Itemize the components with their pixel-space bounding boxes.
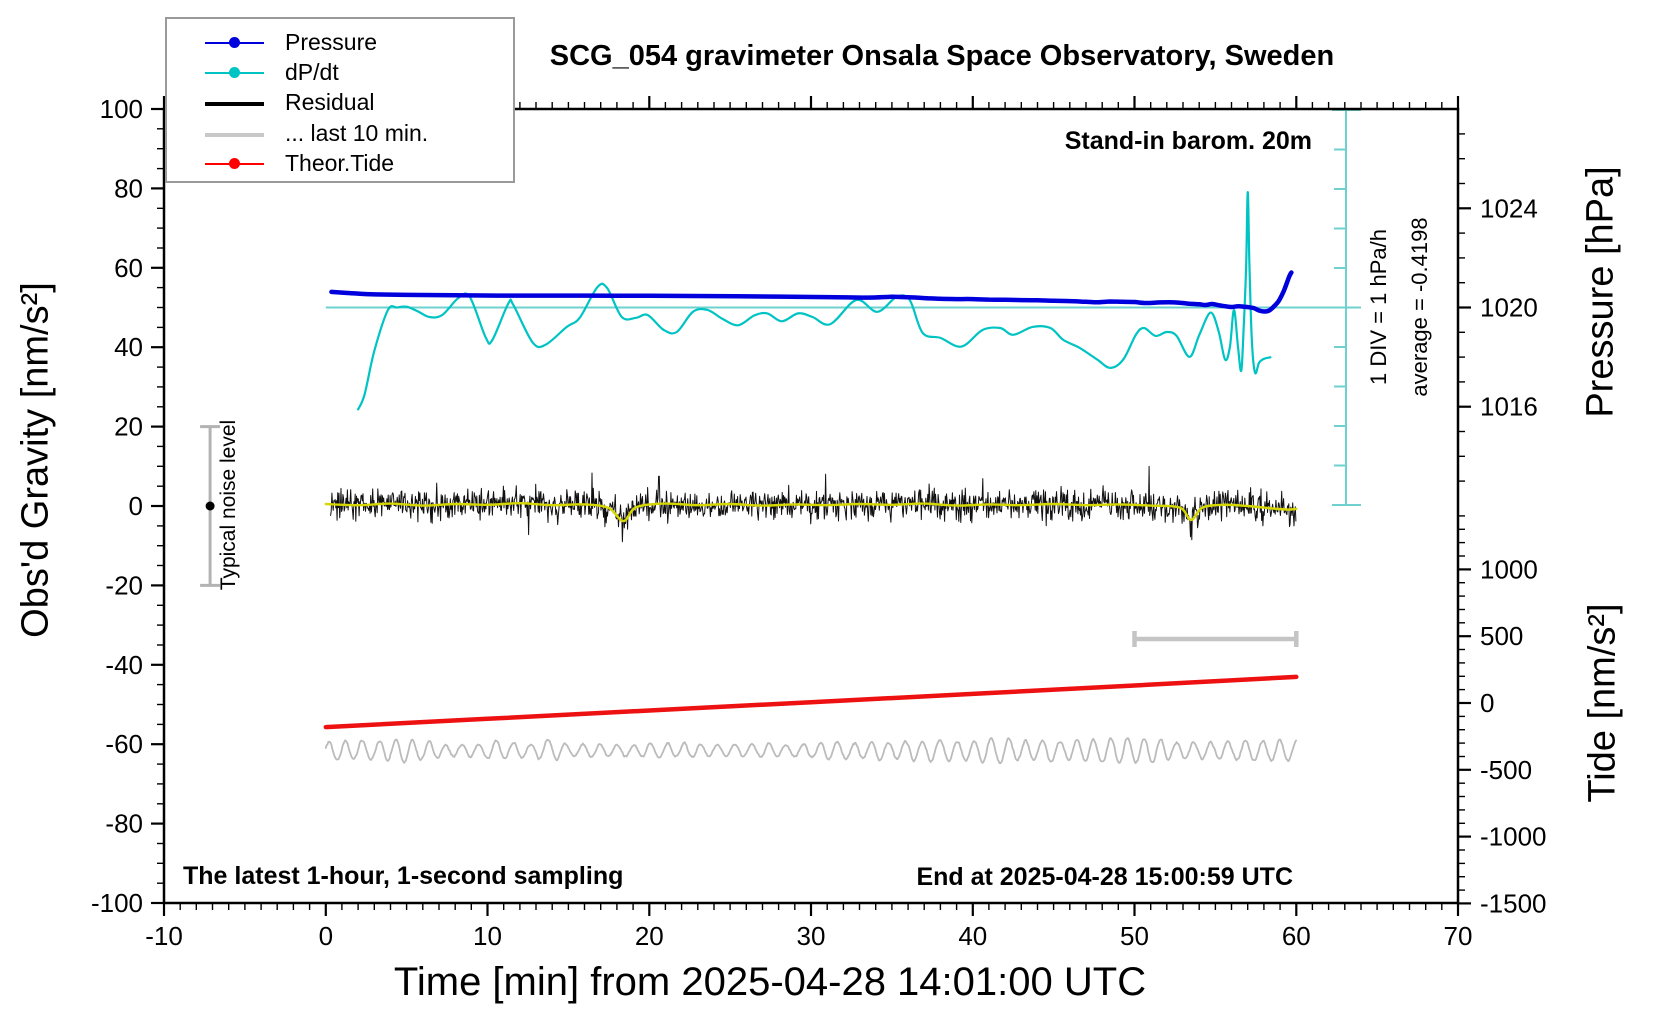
tide-tick-label: 500	[1480, 621, 1523, 651]
tide-tick-label: 0	[1480, 688, 1494, 718]
tick-labels-layer: -10 0 10 20 30 40 50 60 70100806040200-20-40-60-…	[91, 94, 1547, 951]
data-curves-layer	[323, 191, 1299, 765]
residual-curve	[330, 465, 1297, 543]
pressure-dot-icon	[229, 37, 240, 48]
tide-tick-label: -500	[1480, 755, 1532, 785]
end-time-note: End at 2025-04-28 15:00:59 UTC	[916, 863, 1293, 891]
gravity-tick-label: 40	[114, 332, 143, 362]
legend-label: Pressure	[285, 29, 378, 55]
legend-label: ... last 10 min.	[285, 120, 429, 146]
legend-box: Pressure dP/dt Residual ... last 10 min.…	[165, 17, 515, 183]
gravity-tick-label: -60	[105, 729, 143, 759]
residual-smoothed-curve	[324, 502, 1298, 523]
y-axis-label-pressure: Pressure [hPa]	[1579, 166, 1622, 418]
theortide-curve	[323, 674, 1299, 730]
last10min-curve	[324, 737, 1298, 765]
pressure-curve	[329, 270, 1294, 314]
legend-label: Theor.Tide	[285, 150, 395, 176]
dpdt-average-note: average = -0.4198	[1407, 217, 1432, 397]
gravity-tick-label: -80	[105, 809, 143, 839]
x-tick-label: 0	[319, 921, 333, 951]
noise-level-dot	[205, 501, 215, 511]
gravity-tick-label: 60	[114, 253, 143, 283]
legend-label: dP/dt	[285, 59, 339, 85]
dpdt-reference-line-layer	[325, 109, 1361, 506]
tide-tick-label: -1000	[1480, 822, 1547, 852]
page-title: SCG_054 gravimeter Onsala Space Observat…	[549, 40, 1335, 72]
x-tick-label: 50	[1120, 921, 1149, 951]
x-tick-label: -10	[145, 921, 183, 951]
x-tick-label: 20	[635, 921, 664, 951]
x-tick-label: 30	[797, 921, 826, 951]
last10min-line-sample-icon	[205, 133, 264, 137]
gravity-tick-label: 0	[129, 491, 143, 521]
gravity-tick-label: -100	[91, 888, 143, 918]
axes-frame-layer	[151, 96, 1471, 916]
pressure-tick-label: 1024	[1480, 193, 1538, 223]
x-tick-label: 10	[473, 921, 502, 951]
y-axis-label-tide: Tide [nm/s²]	[1581, 603, 1624, 803]
scale-markers-layer	[200, 425, 1299, 647]
x-tick-label: 70	[1444, 921, 1473, 951]
dpdt-dot-icon	[229, 67, 240, 78]
x-tick-label: 40	[958, 921, 987, 951]
dpdt-scale-note: 1 DIV = 1 hPa/h	[1366, 229, 1391, 385]
gravity-tick-label: 20	[114, 412, 143, 442]
sampling-note: The latest 1-hour, 1-second sampling	[183, 862, 624, 890]
theortide-dot-icon	[229, 158, 240, 169]
tide-tick-label: 1000	[1480, 554, 1538, 584]
x-axis-label-time: Time [min] from 2025-04-28 14:01:00 UTC	[393, 960, 1147, 1004]
typical-noise-level-label: Typical noise level	[217, 419, 240, 591]
pressure-tick-label: 1020	[1480, 293, 1538, 323]
stand-in-barometer-note: Stand-in barom. 20m	[1064, 127, 1312, 155]
pressure-tick-label: 1016	[1480, 392, 1538, 422]
legend-label: Residual	[285, 89, 375, 115]
dpdt-curve	[357, 191, 1272, 411]
tide-tick-label: -1500	[1480, 888, 1547, 918]
y-axis-label-gravity: Obs'd Gravity [nm/s²]	[14, 282, 57, 638]
gravity-tick-label: 80	[114, 173, 143, 203]
gravity-tick-label: -40	[105, 650, 143, 680]
x-tick-label: 60	[1282, 921, 1311, 951]
residual-line-sample-icon	[205, 102, 264, 106]
gravity-tick-label: -20	[105, 570, 143, 600]
gravity-tick-label: 100	[100, 94, 143, 124]
